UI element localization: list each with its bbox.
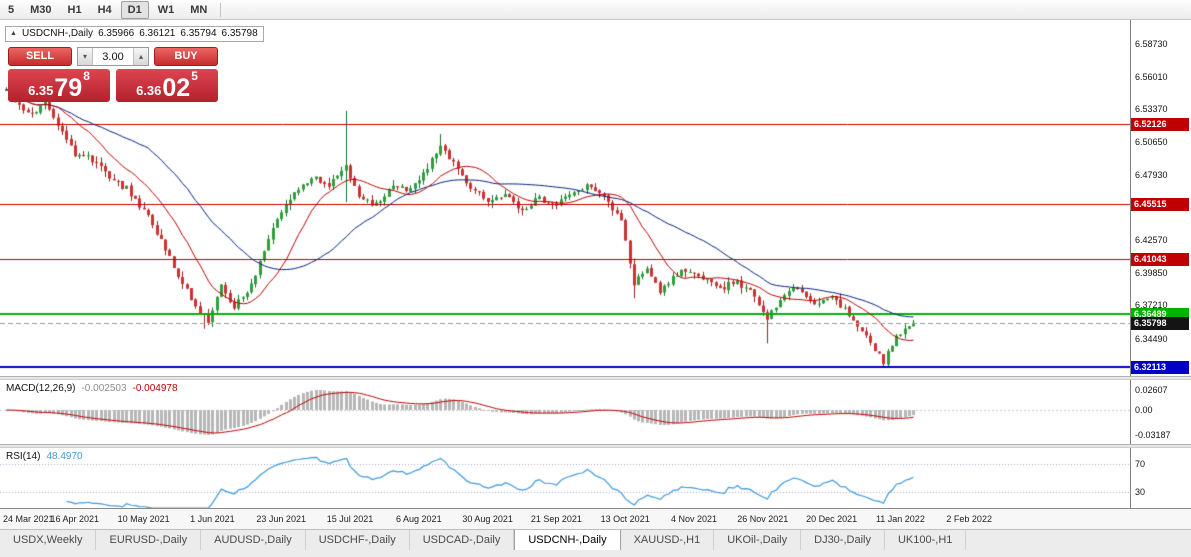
macd-axis-tick: 0.00	[1135, 405, 1153, 415]
macd-axis-tick: 0.02607	[1135, 385, 1168, 395]
date-label: 4 Nov 2021	[670, 514, 718, 524]
date-label: 6 Aug 2021	[396, 514, 442, 524]
macd-axis-tick: -0.03187	[1135, 430, 1171, 440]
toolbar-separator	[220, 2, 222, 17]
chart-tabs-bar: USDX,Weekly EURUSD-,Daily AUDUSD-,Daily USD…	[0, 529, 1191, 557]
price-tick: 6.37210	[1135, 300, 1168, 311]
price-tick: 6.53370	[1135, 103, 1168, 114]
date-label: 10 May 2021	[117, 514, 170, 524]
chart-tab-usdcnh-daily[interactable]: USDCNH-,Daily	[514, 530, 621, 550]
volume-stepper: ▾ ▴	[77, 47, 149, 66]
symbol-title: USDCNH-,Daily	[21, 28, 94, 39]
ohlc-open: 6.35966	[98, 28, 135, 39]
rsi-axis-tick: 70	[1135, 458, 1146, 469]
date-label: 11 Jan 2022	[875, 514, 925, 524]
timeframe-button-h1[interactable]: H1	[67, 3, 82, 16]
ohlc-close: 6.35798	[221, 28, 258, 39]
one-click-trading-panel: SELL ▾ ▴ BUY 6.35 79 8 6.36 02 5	[8, 47, 218, 102]
price-tick: 6.42570	[1135, 235, 1168, 246]
chart-tab-audusd-daily[interactable]: AUDUSD-,Daily	[201, 530, 306, 550]
pane-separator[interactable]	[0, 444, 1191, 448]
rsi-pane-canvas[interactable]	[0, 448, 1130, 508]
rsi-name: RSI(14)	[6, 451, 41, 462]
current-price-badge: 6.35798	[1131, 316, 1189, 330]
timeframe-button-w1[interactable]: W1	[157, 3, 175, 16]
chart-tab-xauusd-h1[interactable]: XAUUSD-,H1	[621, 530, 715, 550]
buy-price-pip-digit: 5	[191, 69, 198, 83]
symbol-info: ▲ USDCNH-,Daily 6.35966 6.36121 6.35794 …	[5, 26, 264, 42]
rsi-value: 48.4970	[46, 451, 83, 462]
volume-increase-button[interactable]: ▴	[133, 48, 148, 65]
level-price-badge: 6.41043	[1131, 252, 1189, 266]
date-label: 15 Jul 2021	[326, 514, 374, 524]
sell-price-pip-digit: 8	[83, 69, 90, 83]
price-axis[interactable]: 6.587306.560106.533706.506506.479306.452…	[1130, 20, 1191, 508]
chart-tab-usdchf-daily[interactable]: USDCHF-,Daily	[306, 530, 410, 550]
timeframe-button-h4[interactable]: H4	[97, 3, 112, 16]
chart-tab-uk100-h1[interactable]: UK100-,H1	[885, 530, 967, 550]
time-axis[interactable]: 24 Mar 2021 16 Apr 2021 10 May 2021 1 Jun 2…	[0, 508, 1191, 529]
date-label: 1 Jun 2021	[190, 514, 235, 524]
timeframe-button-mn[interactable]: MN	[190, 3, 208, 16]
rsi-label: RSI(14) 48.4970	[6, 451, 83, 462]
price-tick: 6.39850	[1135, 268, 1168, 279]
sell-button[interactable]: SELL	[8, 47, 72, 66]
macd-pane-canvas[interactable]	[0, 380, 1130, 444]
pane-separator[interactable]	[0, 376, 1191, 380]
rsi-axis-tick: 30	[1135, 487, 1146, 498]
buy-button[interactable]: BUY	[154, 47, 218, 66]
timeframe-button-d1[interactable]: D1	[120, 0, 149, 19]
price-tick: 6.58730	[1135, 38, 1168, 49]
date-label: 20 Dec 2021	[806, 514, 858, 524]
sell-price-big-digits: 79	[54, 74, 83, 102]
ohlc-high: 6.36121	[139, 28, 176, 39]
timeframe-button-5[interactable]: 5	[8, 3, 15, 16]
buy-price-big-digits: 02	[162, 74, 191, 102]
volume-decrease-button[interactable]: ▾	[78, 48, 93, 65]
buy-price-button[interactable]: 6.36 02 5	[116, 69, 218, 102]
level-price-badge: 6.52126	[1131, 118, 1189, 132]
date-label: 16 Apr 2021	[50, 514, 100, 524]
macd-signal-value: -0.004978	[132, 383, 178, 394]
timeframe-button-m30[interactable]: M30	[30, 3, 52, 16]
timeframe-buttons: 5 M30 H1 H4 D1 W1 MN	[0, 0, 215, 19]
macd-name: MACD(12,26,9)	[6, 383, 76, 394]
chart-tab-dj30-daily[interactable]: DJ30-,Daily	[801, 530, 885, 550]
date-label: 23 Jun 2021	[256, 514, 306, 524]
level-price-badge: 6.45515	[1131, 198, 1189, 212]
chart-tab-usdcad-daily[interactable]: USDCAD-,Daily	[410, 530, 515, 550]
chart-tab-eurusd-daily[interactable]: EURUSD-,Daily	[96, 530, 202, 550]
macd-label: MACD(12,26,9) -0.002503 -0.004978	[6, 383, 178, 394]
collapse-arrow-icon[interactable]: ▲	[10, 30, 17, 37]
ohlc-low: 6.35794	[180, 28, 217, 39]
chart-tab-usdx-weekly[interactable]: USDX,Weekly	[0, 530, 97, 550]
date-label: 24 Mar 2021	[3, 514, 54, 524]
price-tick: 6.50650	[1135, 136, 1168, 147]
level-price-badge: 6.32113	[1131, 361, 1189, 375]
sell-price-prefix: 6.35	[28, 83, 54, 98]
date-label: 26 Nov 2021	[737, 514, 789, 524]
sell-price-button[interactable]: 6.35 79 8	[8, 69, 110, 102]
chart-tab-ukoil-daily[interactable]: UKOil-,Daily	[714, 530, 802, 550]
date-label: 2 Feb 2022	[946, 514, 992, 524]
buy-price-prefix: 6.36	[136, 83, 162, 98]
volume-input[interactable]	[93, 48, 133, 65]
date-label: 30 Aug 2021	[462, 514, 513, 524]
date-label: 21 Sep 2021	[530, 514, 582, 524]
date-label: 13 Oct 2021	[600, 514, 650, 524]
price-tick: 6.47930	[1135, 170, 1168, 181]
price-tick: 6.34490	[1135, 333, 1168, 344]
price-tick: 6.56010	[1135, 71, 1168, 82]
timeframe-toolbar: 5 M30 H1 H4 D1 W1 MN	[0, 0, 1191, 20]
macd-main-value: -0.002503	[81, 383, 127, 394]
